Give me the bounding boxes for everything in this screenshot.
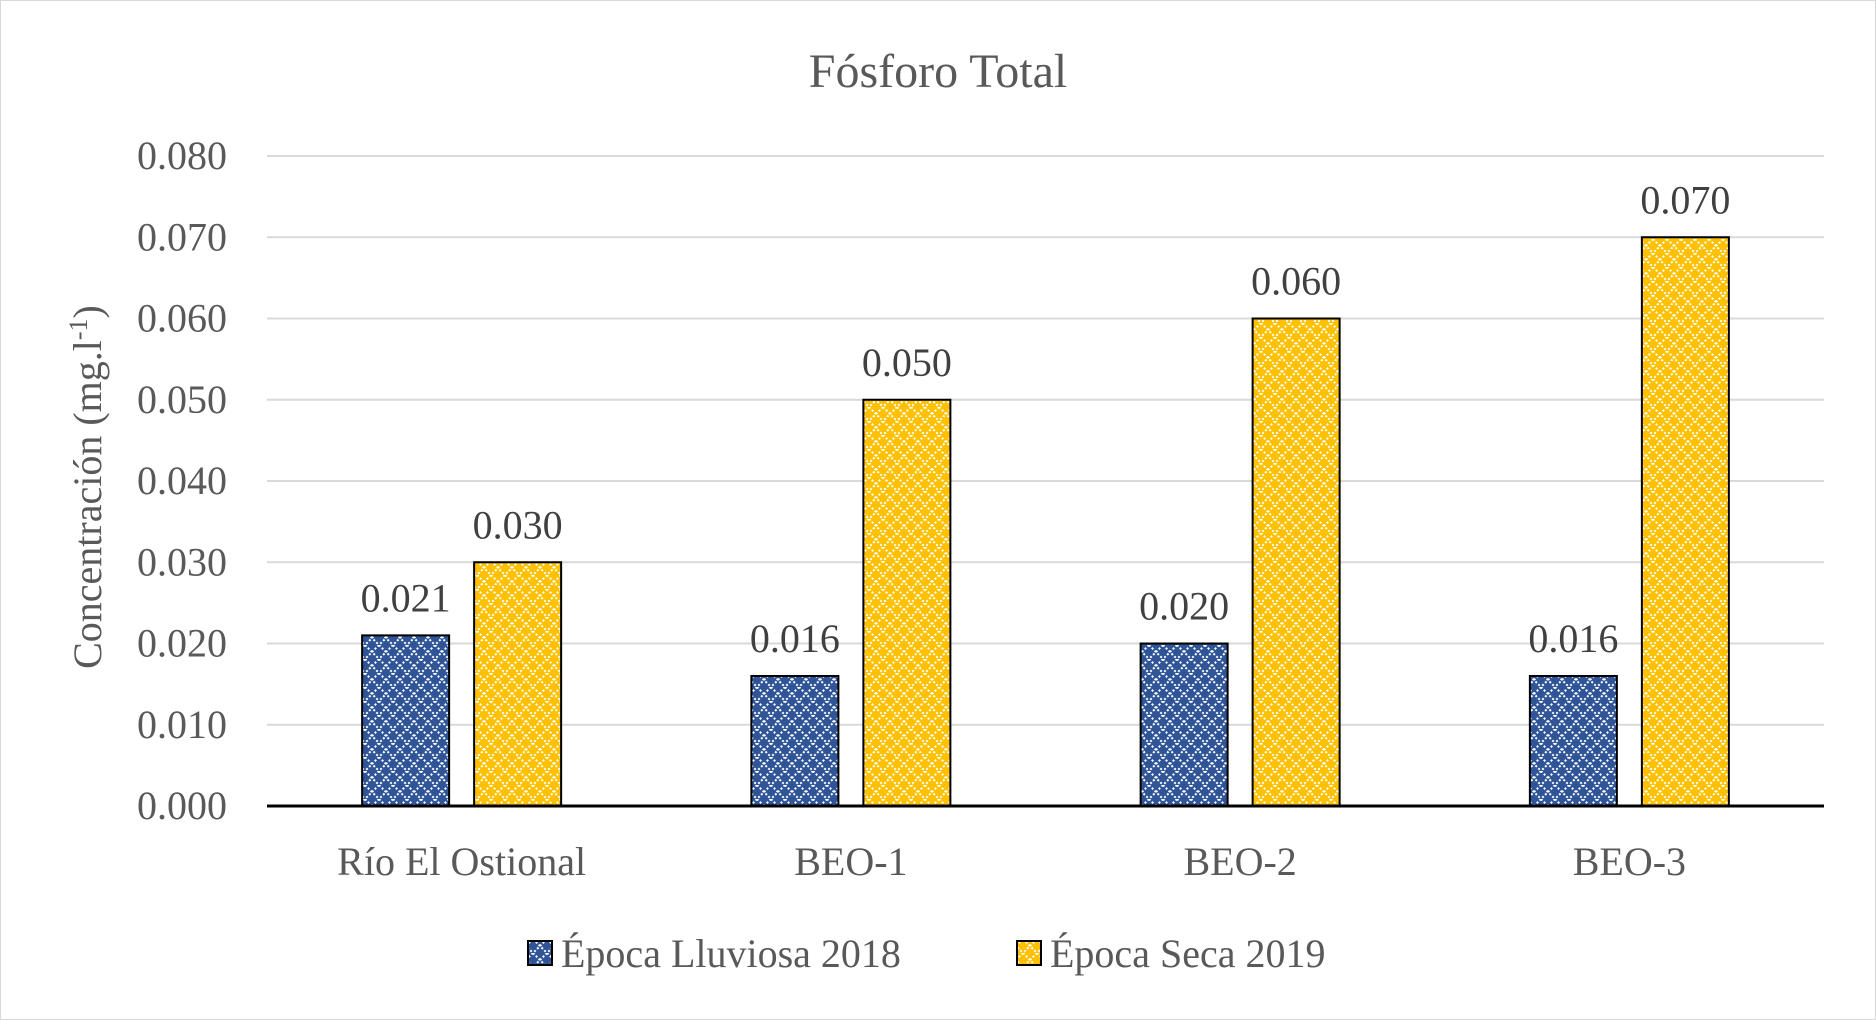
data-label: 0.070 [1640,177,1730,222]
y-axis-title-superscript: -1 [64,318,93,340]
x-tick-label: Río El Ostional [337,839,586,884]
legend: Época Lluviosa 2018 Época Seca 2019 [527,931,1325,976]
y-tick-label: 0.050 [137,377,227,422]
bar-lluviosa-0 [361,634,451,807]
y-tick-label: 0.030 [137,539,227,584]
bar-lluviosa-1 [750,675,840,807]
y-axis-ticks: 0.000 0.010 0.020 0.030 0.040 0.050 0.060 0.070… [137,133,227,828]
y-tick-label: 0.040 [137,458,227,503]
y-axis-title-close: ) [65,305,110,318]
bar-lluviosa-2 [1139,642,1229,807]
data-label: 0.016 [750,616,840,661]
bar-seca-2 [1251,317,1341,807]
y-axis-title-text: Concentración (mg.l [65,340,110,669]
legend-label-lluviosa: Época Lluviosa 2018 [561,931,901,976]
x-tick-label: BEO-1 [794,839,907,884]
legend-label-seca: Época Seca 2019 [1050,931,1325,976]
y-tick-label: 0.010 [137,702,227,747]
y-tick-label: 0.080 [137,133,227,178]
chart-title: Fósforo Total [809,45,1067,98]
bar-seca-1 [862,398,952,807]
x-tick-label: BEO-3 [1573,839,1686,884]
data-labels: 0.021 0.030 0.016 0.050 0.020 0.060 0.016 0.070 [361,177,1731,661]
y-tick-label: 0.000 [137,783,227,828]
x-axis-ticks: Río El Ostional BEO-1 BEO-2 BEO-3 [337,839,1686,884]
data-label: 0.020 [1139,584,1229,629]
data-label: 0.050 [862,340,952,385]
bars [361,236,1730,807]
y-axis-title: Concentración (mg.l-1) [64,305,111,669]
bar-seca-0 [473,561,563,807]
bar-lluviosa-3 [1528,675,1618,807]
data-label: 0.060 [1251,259,1341,304]
x-tick-label: BEO-2 [1183,839,1296,884]
data-label: 0.030 [473,502,563,547]
legend-swatch-seca [1016,940,1042,966]
y-tick-label: 0.020 [137,621,227,666]
data-label: 0.021 [361,575,451,620]
y-tick-label: 0.070 [137,214,227,259]
legend-swatch-lluviosa [527,940,553,966]
bar-seca-3 [1640,236,1730,807]
y-tick-label: 0.060 [137,296,227,341]
data-label: 0.016 [1528,616,1618,661]
